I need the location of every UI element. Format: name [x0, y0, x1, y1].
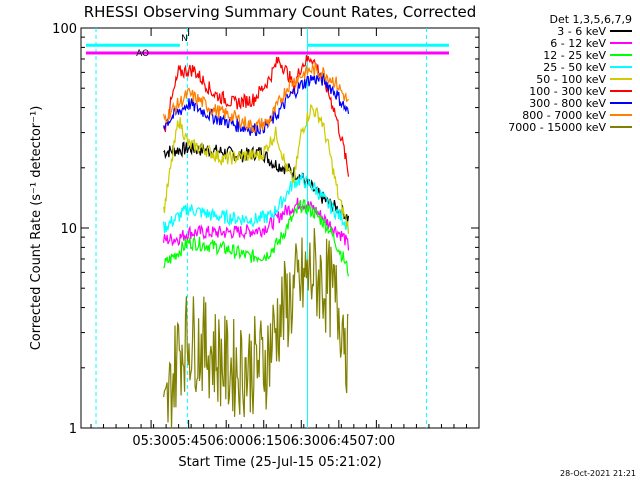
- legend-item: 25 - 50 keV: [472, 60, 632, 74]
- legend-items: 3 - 6 keV 6 - 12 keV 12 - 25 keV 25 - 50 ke…: [472, 24, 632, 134]
- legend-label: 50 - 100 keV: [536, 72, 606, 86]
- x-tick-label: 06:00: [207, 434, 244, 449]
- legend-swatch: [610, 42, 632, 44]
- series-line: [163, 72, 350, 136]
- series-line: [163, 104, 350, 234]
- legend-item: 50 - 100 keV: [472, 72, 632, 86]
- y-tick-label: 1: [69, 422, 77, 437]
- legend-swatch: [610, 30, 632, 32]
- y-tick-label: 10: [60, 222, 77, 237]
- x-tick-label: 06:45: [320, 434, 357, 449]
- legend-swatch: [610, 102, 632, 104]
- x-tick-label: 05:45: [170, 434, 207, 449]
- series-line: [163, 171, 350, 235]
- series-line: [163, 55, 350, 177]
- x-tick-label: 06:15: [245, 434, 282, 449]
- series-line: [163, 197, 350, 251]
- legend-item: 300 - 800 keV: [472, 96, 632, 110]
- series-line: [163, 61, 349, 134]
- x-tick-label: 06:30: [283, 434, 320, 449]
- legend-swatch: [610, 54, 632, 56]
- legend-item: 12 - 25 keV: [472, 48, 632, 62]
- legend: Det 1,3,5,6,7,9 3 - 6 keV 6 - 12 keV 12 - …: [472, 13, 632, 134]
- footer-timestamp: 28-Oct-2021 21:21: [560, 469, 636, 478]
- legend-title: Det 1,3,5,6,7,9: [549, 13, 632, 26]
- legend-swatch: [610, 90, 632, 92]
- y-axis-label: Corrected Count Rate (s⁻¹ detector⁻¹): [29, 106, 44, 351]
- x-tick-label: 07:00: [358, 434, 395, 449]
- legend-label: 25 - 50 keV: [543, 60, 606, 74]
- annotation-ao: AO: [136, 49, 149, 59]
- legend-item: 7000 - 15000 keV: [472, 120, 632, 134]
- legend-swatch: [610, 114, 632, 116]
- legend-item: 100 - 300 keV: [472, 84, 632, 98]
- series-line: [163, 228, 349, 429]
- y-tick-label: 100: [52, 22, 77, 37]
- legend-swatch: [610, 66, 632, 68]
- legend-label: 100 - 300 keV: [529, 84, 606, 98]
- series-layer: [163, 55, 350, 429]
- x-axis-label: Start Time (25-Jul-15 05:21:02): [178, 455, 381, 470]
- legend-label: 300 - 800 keV: [529, 96, 606, 110]
- x-tick-label: 05:30: [132, 434, 169, 449]
- legend-label: 6 - 12 keV: [550, 36, 606, 50]
- legend-swatch: [610, 78, 632, 80]
- legend-item: 6 - 12 keV: [472, 36, 632, 50]
- legend-label: 3 - 6 keV: [557, 24, 606, 38]
- legend-swatch: [610, 126, 632, 128]
- legend-label: 800 - 7000 keV: [522, 108, 606, 122]
- legend-item: 800 - 7000 keV: [472, 108, 632, 122]
- top-bars: [86, 43, 449, 55]
- series-line: [163, 199, 350, 277]
- annotation-n: N: [181, 34, 188, 44]
- legend-label: 7000 - 15000 keV: [508, 120, 606, 134]
- chart-title: RHESSI Observing Summary Count Rates, Co…: [84, 3, 477, 21]
- legend-item: 3 - 6 keV: [472, 24, 632, 38]
- axis-ticks: 05:30 05:45 06:00 06:15 06:30 06:45 07:00 1 10 10…: [52, 22, 479, 449]
- legend-label: 12 - 25 keV: [543, 48, 606, 62]
